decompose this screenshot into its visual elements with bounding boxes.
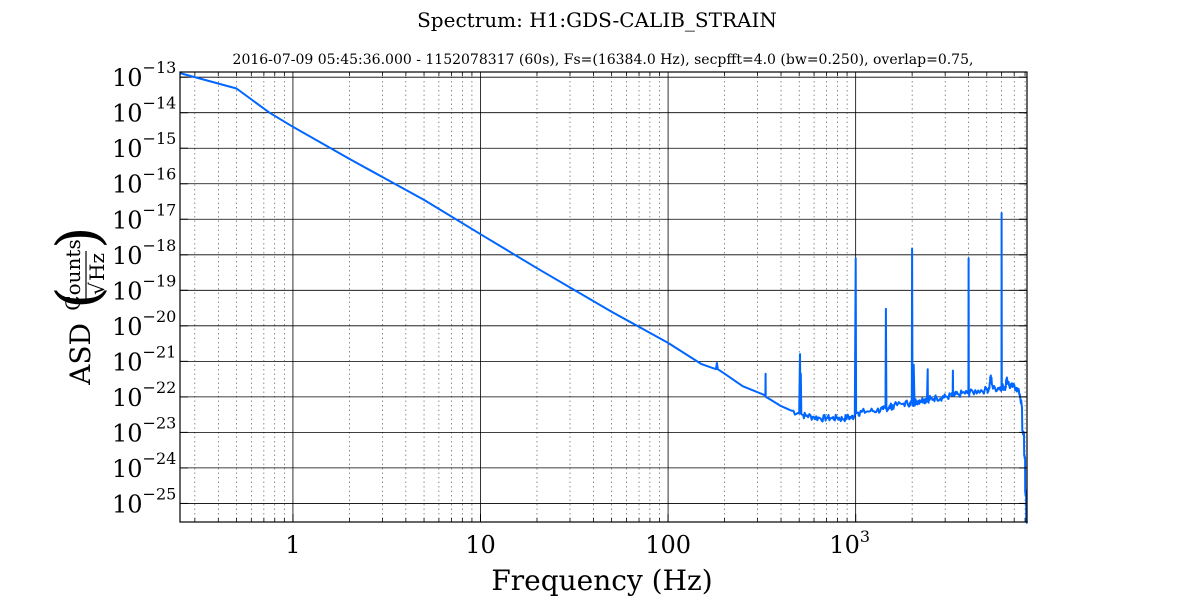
y-tick-exponent: −18	[143, 236, 177, 255]
x-tick-exponent: 3	[860, 527, 870, 546]
x-axis-label: Frequency (Hz)	[491, 564, 712, 597]
plot-frame	[179, 71, 1028, 523]
y-tick-label: 10−20	[112, 307, 176, 341]
y-axis-sqrt-sign: √	[85, 282, 109, 295]
y-tick-exponent: −14	[143, 94, 177, 113]
axis-ticks	[180, 72, 1027, 522]
grid-lines	[180, 72, 1027, 522]
y-axis-paren-open: (	[44, 286, 112, 309]
y-tick-exponent: −20	[143, 307, 177, 326]
y-axis-denominator: Hz	[85, 253, 109, 281]
y-tick-label: 10−18	[112, 236, 176, 270]
x-tick-label: 103	[829, 527, 870, 559]
y-tick-label: 10−13	[112, 58, 176, 92]
chart-subtitle: 2016-07-09 05:45:36.000 - 1152078317 (60…	[233, 52, 974, 68]
y-tick-label: 10−24	[112, 449, 176, 483]
y-axis-label: ASD ( Counts √ Hz )	[44, 226, 112, 386]
x-tick-labels: 1 10 100 103	[285, 527, 870, 559]
y-axis-label-prefix: ASD	[64, 323, 97, 386]
y-tick-exponent: −23	[143, 413, 177, 432]
y-tick-exponent: −22	[143, 378, 177, 397]
y-tick-label: 10−16	[112, 165, 176, 199]
y-axis-paren-close: )	[44, 226, 112, 249]
y-tick-exponent: −25	[143, 484, 177, 503]
y-tick-label: 10−14	[112, 94, 176, 128]
x-tick-label: 10	[465, 531, 496, 559]
chart-title: Spectrum: H1:GDS-CALIB_STRAIN	[417, 8, 777, 32]
y-tick-exponent: −17	[143, 200, 177, 219]
y-tick-exponent: −13	[143, 58, 177, 77]
y-tick-label: 10−25	[112, 484, 176, 518]
y-tick-exponent: −16	[143, 165, 177, 184]
y-tick-exponent: −15	[143, 129, 177, 148]
y-tick-label: 10−22	[112, 378, 176, 412]
x-tick-label: 100	[645, 531, 691, 559]
y-tick-label: 10−21	[112, 342, 176, 376]
x-tick-label: 1	[285, 531, 300, 559]
y-tick-exponent: −21	[143, 342, 177, 361]
plot-area	[179, 72, 1028, 524]
y-axis-numerator: Counts	[61, 239, 85, 310]
y-tick-label: 10−23	[112, 413, 176, 447]
y-tick-label: 10−15	[112, 129, 176, 163]
y-tick-label: 10−17	[112, 200, 176, 234]
y-tick-exponent: −24	[143, 449, 177, 468]
asd-series-line	[179, 72, 1028, 524]
y-tick-labels: 10−1310−1410−1510−1610−1710−1810−1910−20…	[112, 58, 176, 518]
y-tick-label: 10−19	[112, 271, 176, 305]
y-tick-exponent: −19	[143, 271, 177, 290]
